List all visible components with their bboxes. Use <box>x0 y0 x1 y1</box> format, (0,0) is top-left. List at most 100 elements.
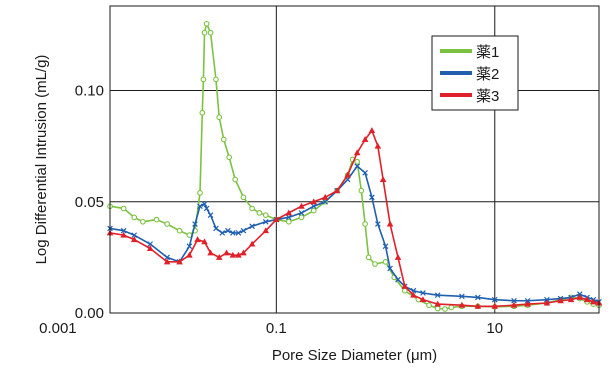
data-point <box>215 253 223 260</box>
data-point <box>207 212 214 218</box>
data-point <box>213 76 219 83</box>
y-axis-title: Log Differential Intrusion (mL/g) <box>33 55 50 265</box>
y-tick-label: 0.05 <box>75 194 104 211</box>
data-point <box>369 194 375 201</box>
data-point <box>511 297 517 304</box>
data-point <box>186 251 193 258</box>
data-point <box>354 158 361 165</box>
data-point <box>448 304 455 311</box>
data-point <box>197 190 203 196</box>
data-point <box>491 296 498 303</box>
series-layer <box>106 20 603 312</box>
data-point <box>131 232 138 238</box>
y-tick-label: 0.00 <box>75 305 104 322</box>
data-point <box>310 198 318 205</box>
data-point <box>362 221 368 227</box>
data-point <box>567 296 575 303</box>
data-point <box>372 261 378 267</box>
data-point <box>557 297 564 304</box>
data-point <box>583 296 591 303</box>
data-point <box>256 210 263 216</box>
x-tick-label: 0.1 <box>266 320 287 337</box>
data-point <box>510 301 518 308</box>
data-point <box>285 218 292 225</box>
data-point <box>164 254 170 261</box>
data-point <box>146 245 154 251</box>
data-point <box>197 203 203 210</box>
data-point <box>362 170 368 176</box>
series-3 <box>106 127 603 309</box>
data-point <box>374 142 382 149</box>
data-point <box>199 109 206 116</box>
data-point <box>203 20 210 27</box>
data-point <box>240 249 247 256</box>
data-point <box>401 282 409 289</box>
data-point <box>262 218 269 225</box>
data-point <box>220 136 227 143</box>
data-point <box>379 176 387 183</box>
data-point <box>176 227 183 234</box>
data-point <box>375 221 381 227</box>
data-point <box>344 171 351 178</box>
data-point <box>543 299 551 306</box>
data-point <box>382 258 389 265</box>
data-point <box>434 292 441 299</box>
data-point <box>354 163 361 169</box>
data-point <box>395 276 401 283</box>
data-point <box>186 243 193 250</box>
x-tick-label: 0.001 <box>39 320 77 337</box>
data-point <box>229 251 237 258</box>
data-point <box>401 287 408 294</box>
data-point <box>333 187 341 194</box>
data-point <box>192 221 198 227</box>
data-point <box>410 291 417 298</box>
data-point <box>419 296 427 303</box>
data-point <box>249 205 255 212</box>
data-point <box>223 249 230 256</box>
data-point <box>353 149 361 156</box>
data-point <box>147 241 154 247</box>
data-point <box>358 187 365 194</box>
data-point <box>120 231 127 238</box>
x-tick-label: 10 <box>486 320 503 337</box>
data-point <box>590 298 597 305</box>
data-point <box>226 154 233 161</box>
data-point <box>361 136 369 142</box>
data-point <box>201 29 208 36</box>
legend-label: 薬3 <box>476 88 499 105</box>
data-point <box>201 201 208 207</box>
data-point <box>386 220 394 227</box>
data-point <box>524 300 531 307</box>
data-point <box>426 302 432 309</box>
data-point <box>207 249 214 256</box>
data-point <box>491 302 499 309</box>
data-point <box>235 251 242 258</box>
data-point <box>474 302 482 309</box>
data-point <box>200 76 207 83</box>
data-point <box>163 258 171 265</box>
data-point <box>235 230 242 236</box>
data-point <box>382 243 389 250</box>
data-point <box>216 114 223 121</box>
data-point <box>442 306 448 312</box>
data-point <box>322 198 328 205</box>
data-point <box>230 230 236 236</box>
data-point <box>262 212 269 218</box>
data-point <box>285 214 292 221</box>
data-point <box>120 205 127 212</box>
data-point <box>387 265 393 272</box>
data-point <box>298 214 305 221</box>
plot-frame <box>109 5 600 314</box>
data-point <box>194 236 201 243</box>
data-point <box>164 221 170 227</box>
data-point <box>458 301 466 308</box>
legend-label: 薬1 <box>476 44 499 61</box>
data-point <box>310 203 317 210</box>
data-point <box>130 236 138 243</box>
data-point <box>262 227 270 234</box>
data-point <box>459 293 465 300</box>
x-axis-title: Pore Size Diameter (μm) <box>272 347 437 364</box>
data-point <box>321 193 329 200</box>
